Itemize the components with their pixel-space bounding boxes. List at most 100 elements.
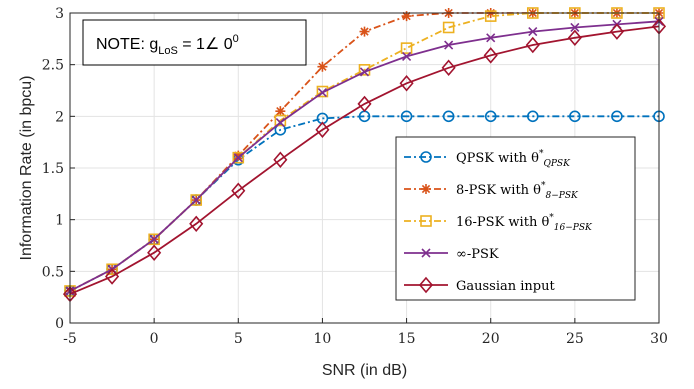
- legend-item: 16-PSK with θ*16−PSK: [404, 213, 593, 233]
- legend-marker: [421, 184, 431, 194]
- data-point: [317, 61, 328, 72]
- x-tick-label: 30: [650, 331, 668, 347]
- legend-item: 8-PSK with θ*8−PSK: [404, 181, 579, 201]
- data-point: [401, 11, 412, 22]
- data-point: [444, 40, 454, 50]
- legend-label: Gaussian input: [456, 279, 555, 294]
- legend-label-main: 8-PSK with θ: [456, 183, 541, 198]
- data-point: [275, 106, 286, 117]
- x-tick-label: -5: [63, 331, 77, 347]
- x-tick-label: 15: [398, 331, 416, 347]
- data-point: [317, 88, 327, 98]
- y-tick-label: 2: [55, 109, 64, 125]
- data-point: [148, 233, 160, 246]
- note-annotation: NOTE: gLoS = 1∠ 00: [82, 19, 307, 66]
- legend-marker: [421, 248, 431, 258]
- note-box: [82, 19, 307, 66]
- data-point: [189, 215, 204, 233]
- legend-label: 16-PSK with θ*16−PSK: [456, 213, 593, 233]
- note-text: NOTE: gLoS = 1∠ 00: [96, 33, 239, 57]
- data-point: [399, 75, 414, 92]
- legend-label-star: *: [539, 149, 544, 159]
- note-subscript: LoS: [158, 45, 178, 57]
- x-tick-label: 5: [234, 331, 243, 347]
- y-tick-label: 0: [55, 316, 64, 332]
- y-tick-label: 1.5: [42, 161, 64, 177]
- series-line: [69, 25, 660, 295]
- data-point: [233, 150, 244, 161]
- data-point: [442, 110, 455, 123]
- legend-label: QPSK with θ*QPSK: [456, 149, 571, 169]
- data-point: [233, 153, 243, 163]
- legend-item: ∞-PSK: [404, 247, 499, 262]
- data-point: [147, 244, 162, 261]
- data-point: [528, 27, 538, 37]
- data-point: [316, 85, 329, 98]
- legend-label-star: *: [549, 213, 554, 223]
- legend-label-star: *: [541, 181, 546, 191]
- y-tick-label: 0.5: [42, 264, 64, 280]
- data-point: [359, 67, 370, 77]
- data-point: [611, 110, 623, 123]
- x-tick-label: 20: [482, 331, 500, 347]
- data-point: [526, 110, 539, 123]
- x-tick-label: 0: [150, 331, 159, 347]
- legend-label-main: ∞-PSK: [456, 247, 499, 262]
- data-point: [275, 117, 285, 128]
- data-point: [231, 182, 246, 199]
- legend-label-subscript: 16−PSK: [554, 223, 593, 233]
- note-prefix: NOTE: g: [96, 36, 158, 53]
- data-point: [570, 22, 580, 33]
- legend-marker: [420, 215, 432, 227]
- data-point: [400, 42, 413, 54]
- y-tick-label: 1: [55, 213, 64, 229]
- data-point: [483, 47, 498, 64]
- data-point: [400, 110, 413, 123]
- data-point: [232, 151, 245, 164]
- data-point: [484, 110, 497, 123]
- series-line: [69, 12, 659, 292]
- x-tick-label: 10: [314, 331, 332, 347]
- legend-box: [395, 136, 636, 301]
- data-point: [441, 59, 456, 76]
- legend-item: QPSK with θ*QPSK: [404, 149, 571, 169]
- data-point: [273, 151, 288, 168]
- data-point: [357, 95, 372, 113]
- note-superscript: 0: [233, 33, 239, 45]
- legend-label-main: 16-PSK with θ: [456, 215, 549, 230]
- x-tick-label: 25: [566, 331, 584, 347]
- legend-label-subscript: 8−PSK: [546, 191, 579, 201]
- legend-label-subscript: QPSK: [544, 159, 572, 169]
- data-point: [315, 121, 330, 138]
- y-tick-label: 3: [55, 6, 64, 22]
- y-axis-label: Information Rate (in bpcu): [18, 76, 35, 261]
- data-point: [106, 263, 118, 276]
- angle-symbol: ∠: [205, 36, 219, 53]
- series-5: [62, 18, 667, 303]
- data-point: [105, 268, 120, 285]
- data-point: [525, 36, 540, 54]
- legend-marker: [420, 151, 432, 163]
- data-point: [486, 33, 496, 43]
- legend-label: ∞-PSK: [456, 247, 499, 262]
- legend-marker: [418, 276, 434, 294]
- data-point: [190, 194, 203, 206]
- legend-label-main: Gaussian input: [456, 279, 555, 294]
- note-value: 0: [219, 36, 232, 53]
- data-point: [359, 26, 370, 37]
- note-middle: = 1: [178, 36, 205, 53]
- data-point: [442, 21, 455, 34]
- data-point: [274, 114, 287, 127]
- y-tick-label: 2.5: [42, 58, 64, 74]
- data-point: [609, 23, 624, 40]
- legend-label-main: QPSK with θ: [456, 151, 539, 166]
- data-point: [402, 51, 412, 61]
- data-point: [569, 110, 581, 123]
- data-point: [567, 29, 582, 47]
- legend-item: Gaussian input: [404, 276, 555, 294]
- x-axis-label: SNR (in dB): [322, 362, 407, 379]
- data-point: [484, 10, 497, 22]
